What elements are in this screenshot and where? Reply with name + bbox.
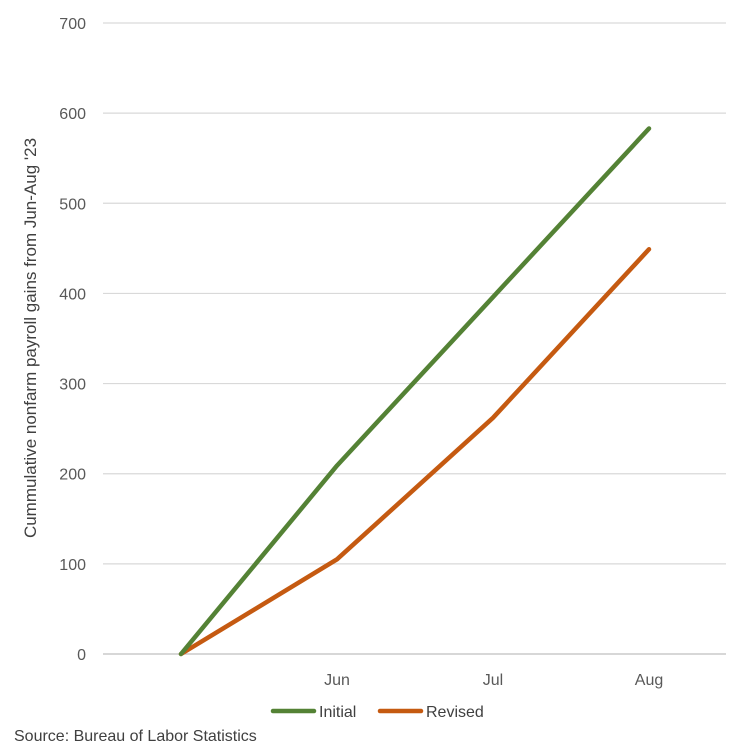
gridlines xyxy=(103,22,726,655)
y-tick-label: 600 xyxy=(59,106,86,123)
x-axis-tick-labels: Jun Jul Aug xyxy=(324,672,663,689)
source-note: Source: Bureau of Labor Statistics xyxy=(14,728,257,745)
series-lines xyxy=(178,126,652,657)
x-tick-label: Aug xyxy=(635,672,663,689)
legend: Initial Revised xyxy=(270,704,484,721)
legend-label-initial: Initial xyxy=(319,704,356,721)
legend-label-revised: Revised xyxy=(426,704,484,721)
series-line-initial xyxy=(178,126,652,657)
series-line-revised xyxy=(178,247,652,657)
y-axis-title: Cummulative nonfarm payroll gains from J… xyxy=(21,138,40,538)
y-tick-label: 0 xyxy=(77,647,86,664)
y-tick-label: 300 xyxy=(59,377,86,394)
x-tick-label: Jun xyxy=(324,672,350,689)
y-tick-label: 500 xyxy=(59,196,86,213)
y-tick-label: 400 xyxy=(59,286,86,303)
y-tick-label: 200 xyxy=(59,467,86,484)
x-tick-label: Jul xyxy=(483,672,503,689)
y-tick-label: 700 xyxy=(59,16,86,33)
y-tick-label: 100 xyxy=(59,557,86,574)
y-axis-tick-labels: 0 100 200 300 400 500 600 700 xyxy=(59,16,86,664)
